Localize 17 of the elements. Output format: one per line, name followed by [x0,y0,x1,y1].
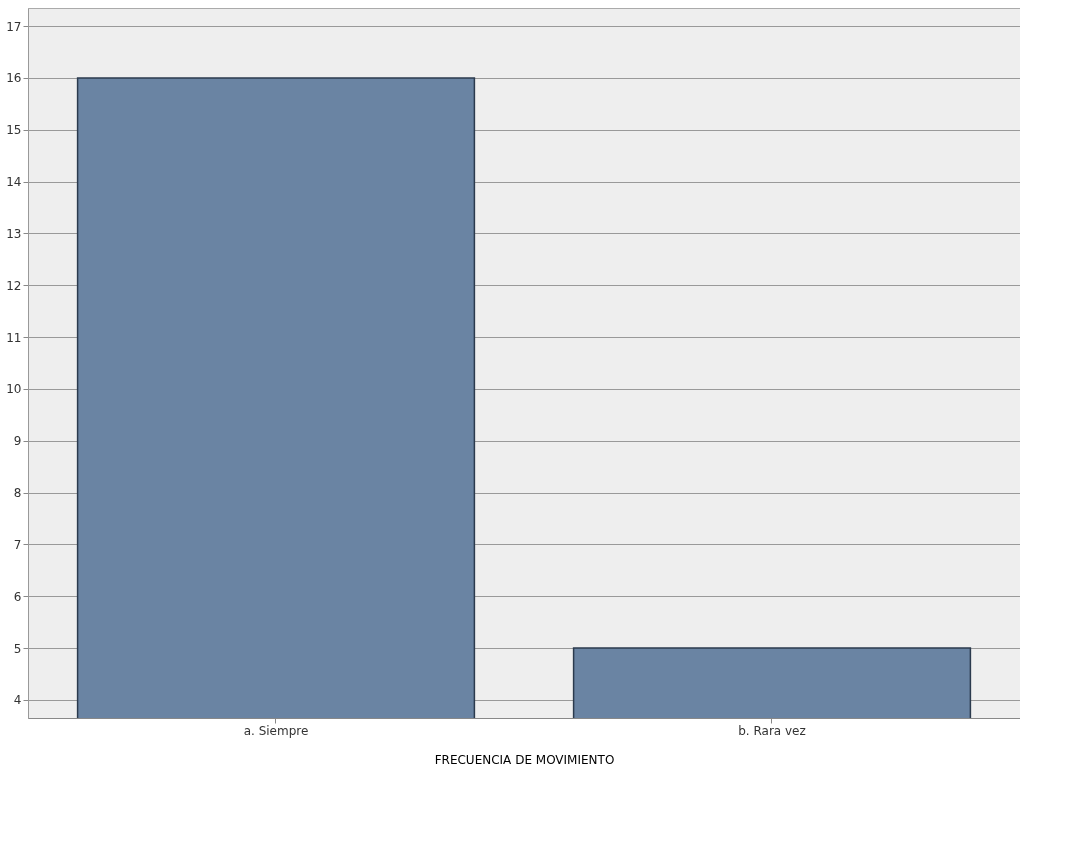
y-tick-label: 5 [13,641,22,656]
y-tick-label: 13 [6,226,22,241]
x-tick-label: b. Rara vez [738,723,806,738]
y-tick-label: 7 [13,537,22,552]
x-tick-label: a. Siempre [243,723,309,738]
x-axis-title: FRECUENCIA DE MOVIMIENTO [434,752,615,767]
y-tick-label: 17 [6,19,22,34]
y-tick-label: 15 [6,123,22,138]
y-tick-label: 16 [6,71,22,86]
y-tick-label: 9 [13,434,22,449]
y-tick-label: 11 [6,330,22,345]
y-tick-label: 14 [6,175,22,190]
y-tick-label: 12 [6,278,22,293]
y-tick-label: 8 [13,486,22,501]
y-tick-label: 4 [13,693,22,708]
y-tick-label: 10 [6,382,22,397]
y-tick-label: 6 [13,589,22,604]
